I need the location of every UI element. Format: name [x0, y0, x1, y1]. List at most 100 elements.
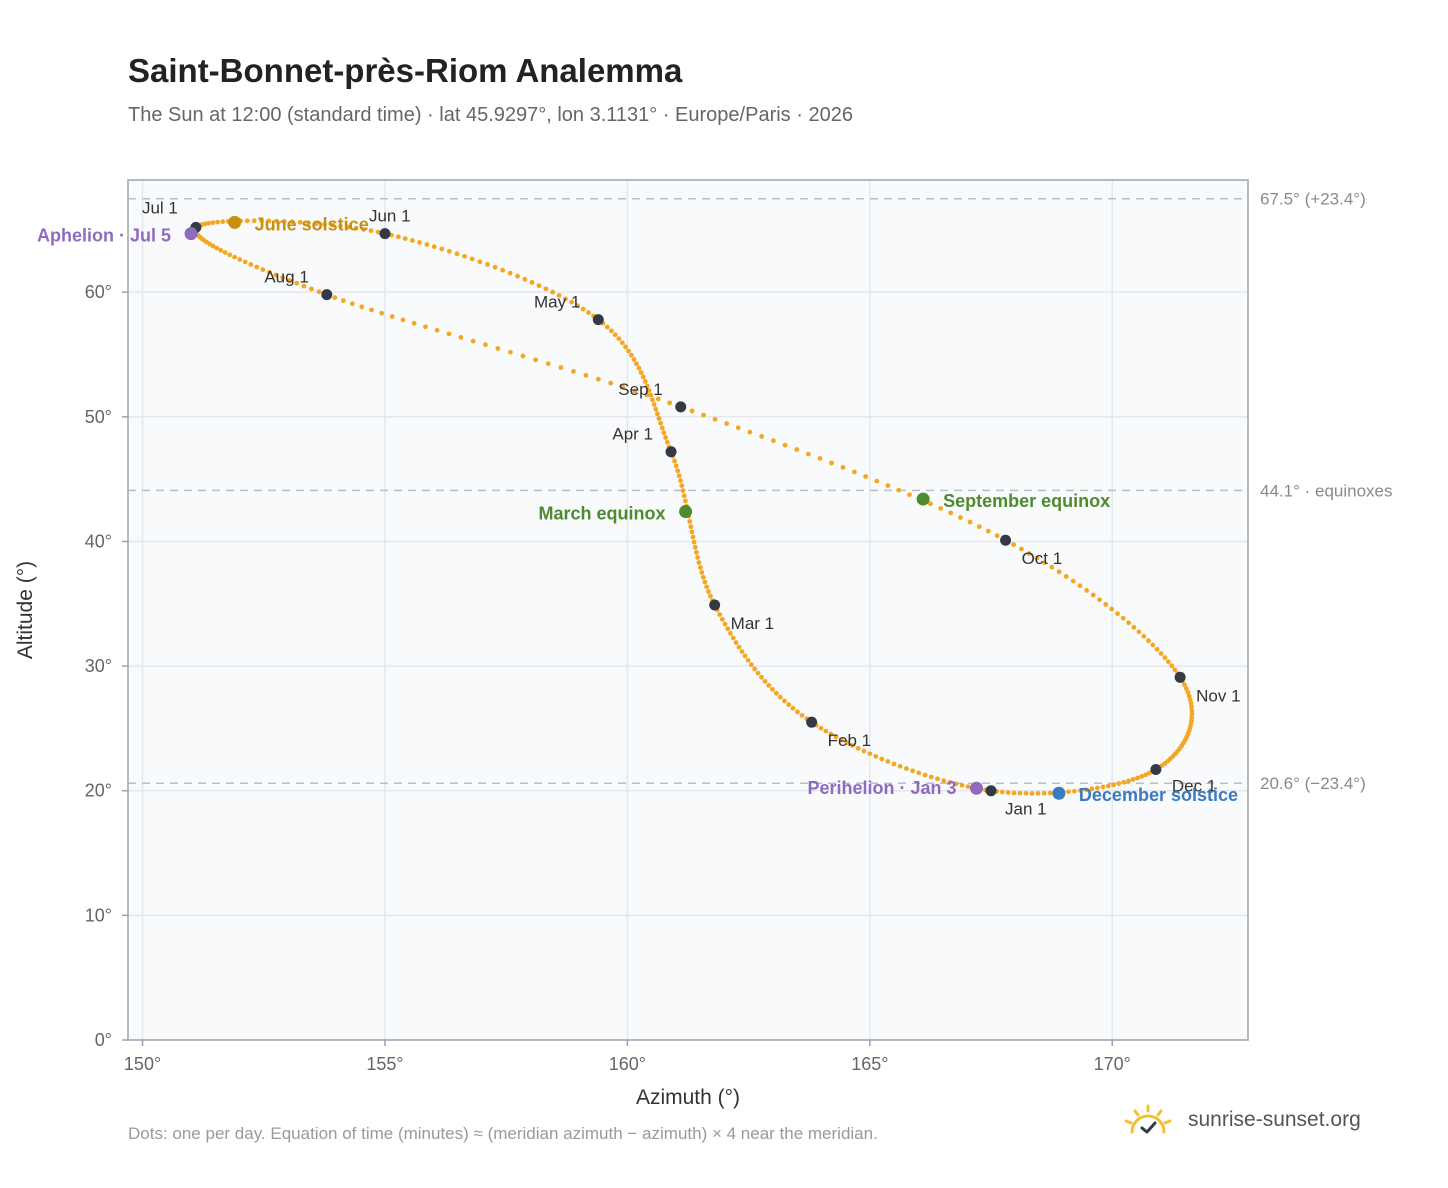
- daily-dot: [483, 342, 488, 348]
- month-marker: [806, 716, 818, 728]
- daily-dot: [533, 357, 538, 363]
- daily-dot: [867, 751, 873, 757]
- daily-dot: [861, 748, 867, 754]
- daily-dot: [770, 686, 775, 692]
- daily-dot: [1071, 788, 1077, 794]
- daily-dot: [885, 759, 891, 764]
- daily-dot: [805, 451, 811, 457]
- daily-dot: [492, 264, 498, 270]
- daily-dot: [874, 478, 880, 484]
- daily-dot: [770, 438, 776, 444]
- daily-dot: [458, 335, 464, 340]
- daily-dot: [266, 218, 272, 224]
- daily-dot: [1189, 704, 1194, 710]
- daily-dot: [672, 458, 677, 464]
- daily-dot: [248, 262, 254, 267]
- x-axis-title: Azimuth (°): [636, 1086, 740, 1109]
- daily-dot: [417, 240, 422, 245]
- daily-dot: [359, 304, 365, 310]
- daily-dot: [1100, 784, 1106, 790]
- daily-dot: [851, 469, 857, 475]
- daily-dot: [1077, 583, 1083, 589]
- month-label: Dec 1: [1172, 777, 1216, 796]
- daily-dot: [1023, 790, 1029, 796]
- event-label: June solstice: [255, 214, 369, 234]
- daily-dot: [773, 690, 779, 696]
- daily-dot: [752, 666, 758, 672]
- daily-dot: [631, 357, 637, 362]
- daily-dot: [1189, 708, 1195, 713]
- brand-logo[interactable]: sunrise-sunset.org: [1120, 1102, 1361, 1138]
- daily-dot: [928, 774, 934, 780]
- daily-dot: [682, 498, 688, 504]
- brand-name: sunrise-sunset.org: [1188, 1108, 1361, 1131]
- daily-dot: [608, 380, 614, 386]
- daily-dot: [1150, 642, 1156, 648]
- month-label: Feb 1: [828, 731, 871, 750]
- daily-dot: [1077, 788, 1083, 793]
- daily-dot: [777, 694, 783, 700]
- x-tick-label: 165°: [851, 1054, 888, 1074]
- daily-dot: [724, 421, 730, 426]
- daily-dot: [340, 298, 346, 303]
- daily-dot: [281, 219, 287, 224]
- daily-dot: [782, 698, 787, 704]
- daily-dot: [701, 412, 706, 418]
- daily-dot: [1089, 786, 1095, 792]
- daily-dot: [653, 406, 659, 412]
- daily-dot: [242, 259, 248, 265]
- daily-dot: [556, 293, 562, 298]
- daily-dot: [571, 368, 576, 374]
- daily-dot: [638, 370, 644, 375]
- daily-dot: [266, 269, 272, 275]
- daily-dot: [395, 234, 401, 240]
- daily-dot: [651, 401, 657, 407]
- daily-dot: [454, 251, 460, 257]
- reference-line-label: 44.1° · equinoxes: [1260, 481, 1393, 500]
- daily-dot: [680, 488, 686, 494]
- daily-dot: [345, 224, 351, 230]
- daily-dot: [1126, 778, 1131, 784]
- daily-dot: [237, 257, 243, 262]
- daily-dot: [1136, 629, 1142, 635]
- event-marker: [228, 215, 242, 229]
- daily-dot: [748, 662, 754, 668]
- chart-footnote: Dots: one per day. Equation of time (min…: [128, 1124, 878, 1143]
- daily-dot: [828, 731, 834, 737]
- month-label: Jan 1: [1005, 800, 1047, 819]
- daily-dot: [850, 743, 855, 748]
- daily-dot: [994, 533, 1000, 539]
- daily-dot: [712, 416, 718, 422]
- month-label: Jun 1: [369, 207, 411, 226]
- daily-dot: [863, 474, 869, 479]
- daily-dot: [1011, 542, 1016, 547]
- event-label: March equinox: [539, 504, 666, 524]
- month-label: Sep 1: [618, 380, 662, 399]
- daily-dot: [434, 327, 440, 333]
- daily-dot: [1126, 620, 1132, 626]
- daily-dot: [1084, 587, 1090, 593]
- month-label: Aug 1: [264, 268, 308, 287]
- daily-dot: [679, 483, 685, 489]
- daily-dot: [1011, 790, 1017, 796]
- chart-subtitle: The Sun at 12:00 (standard time) · lat 4…: [128, 104, 853, 126]
- daily-dot: [214, 245, 220, 251]
- daily-dot: [485, 262, 490, 267]
- daily-dot: [985, 528, 991, 534]
- daily-dot: [782, 442, 788, 448]
- daily-dot: [1187, 697, 1193, 703]
- month-marker: [1150, 764, 1162, 776]
- daily-dot: [702, 579, 708, 585]
- daily-dot: [689, 408, 695, 414]
- daily-dot: [609, 328, 614, 334]
- daily-dot: [1141, 633, 1147, 639]
- daily-dot: [1035, 790, 1041, 796]
- daily-dot: [1185, 689, 1191, 695]
- daily-dot: [1131, 624, 1137, 630]
- daily-dot: [976, 524, 982, 530]
- daily-dot: [309, 286, 314, 292]
- x-tick-label: 170°: [1094, 1054, 1131, 1074]
- daily-dot: [664, 439, 670, 445]
- event-label: September equinox: [943, 491, 1110, 511]
